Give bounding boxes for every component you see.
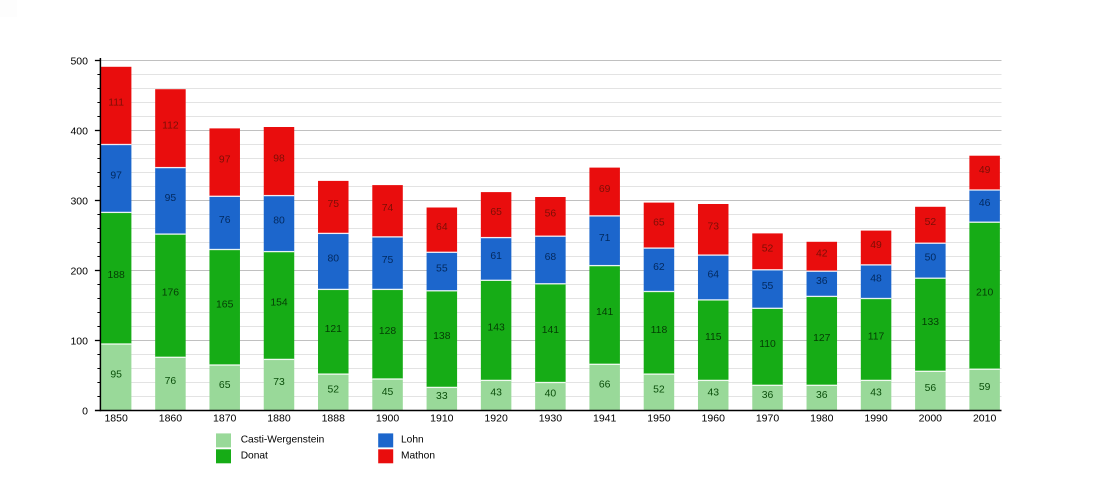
svg-text:36: 36 [816,276,828,287]
svg-text:65: 65 [653,217,665,228]
svg-text:71: 71 [599,233,611,244]
svg-text:1920: 1920 [484,413,508,425]
svg-text:76: 76 [165,376,177,387]
svg-text:36: 36 [816,390,828,401]
svg-text:61: 61 [490,251,502,262]
svg-text:43: 43 [870,387,882,398]
svg-text:110: 110 [759,339,776,350]
svg-text:49: 49 [979,165,991,176]
svg-text:52: 52 [327,384,339,395]
svg-text:40: 40 [545,389,557,400]
svg-text:1941: 1941 [593,413,617,425]
svg-text:55: 55 [436,264,448,275]
svg-text:52: 52 [653,384,665,395]
svg-text:97: 97 [219,154,231,165]
svg-text:128: 128 [379,326,397,337]
svg-text:73: 73 [707,222,719,233]
svg-text:55: 55 [762,281,774,292]
svg-text:154: 154 [270,298,288,309]
svg-text:76: 76 [219,215,231,226]
svg-text:1900: 1900 [376,413,400,425]
svg-text:188: 188 [107,270,125,281]
svg-text:Casti-Wergenstein: Casti-Wergenstein [241,435,325,446]
svg-text:75: 75 [327,199,339,210]
svg-text:118: 118 [651,325,668,336]
svg-text:62: 62 [653,262,665,273]
svg-text:165: 165 [216,299,234,310]
svg-text:50: 50 [925,253,937,264]
svg-text:400: 400 [70,125,88,137]
svg-text:95: 95 [110,369,122,380]
svg-text:52: 52 [925,217,937,228]
svg-text:111: 111 [108,98,124,109]
svg-text:49: 49 [870,240,882,251]
svg-text:33: 33 [436,391,448,402]
svg-text:65: 65 [490,207,502,218]
svg-text:Mathon: Mathon [401,451,435,462]
svg-text:127: 127 [813,333,831,344]
svg-text:1860: 1860 [159,413,183,425]
svg-text:1950: 1950 [647,413,671,425]
svg-text:48: 48 [870,274,882,285]
svg-text:0: 0 [82,405,88,417]
svg-text:68: 68 [545,252,557,263]
svg-text:45: 45 [382,387,394,398]
svg-text:75: 75 [382,255,394,266]
svg-text:117: 117 [868,331,885,342]
svg-text:52: 52 [762,244,774,255]
svg-text:500: 500 [70,55,88,67]
svg-text:141: 141 [542,325,560,336]
svg-text:1980: 1980 [810,413,834,425]
svg-text:74: 74 [382,203,394,214]
svg-text:300: 300 [70,195,88,207]
svg-text:1960: 1960 [702,413,726,425]
svg-text:1910: 1910 [430,413,454,425]
svg-text:66: 66 [599,379,611,390]
svg-text:80: 80 [327,253,339,264]
svg-text:141: 141 [596,307,614,318]
svg-text:36: 36 [762,390,774,401]
svg-text:65: 65 [219,380,231,391]
svg-text:2000: 2000 [919,413,943,425]
svg-text:42: 42 [816,249,828,260]
svg-text:97: 97 [110,170,122,181]
svg-text:80: 80 [273,216,285,227]
svg-text:95: 95 [165,193,177,204]
svg-text:1870: 1870 [213,413,237,425]
svg-text:2010: 2010 [973,413,997,425]
svg-text:Lohn: Lohn [401,435,424,446]
svg-text:56: 56 [545,209,557,220]
svg-text:98: 98 [273,153,285,164]
svg-text:1970: 1970 [756,413,780,425]
svg-text:143: 143 [487,322,505,333]
svg-text:Donat: Donat [241,451,268,462]
svg-text:1880: 1880 [267,413,291,425]
svg-text:121: 121 [325,324,343,335]
svg-text:1888: 1888 [322,413,346,425]
svg-text:1990: 1990 [864,413,888,425]
svg-text:1850: 1850 [104,413,128,425]
svg-text:69: 69 [599,184,611,195]
svg-text:64: 64 [436,222,448,233]
svg-text:200: 200 [70,265,88,277]
svg-text:138: 138 [433,331,451,342]
svg-text:43: 43 [490,387,502,398]
svg-text:176: 176 [162,288,180,299]
svg-text:210: 210 [976,288,994,299]
svg-text:56: 56 [925,383,937,394]
svg-text:64: 64 [707,270,719,281]
svg-text:59: 59 [979,382,991,393]
svg-text:100: 100 [70,335,88,347]
svg-text:115: 115 [705,332,722,343]
svg-text:112: 112 [162,120,179,131]
svg-text:43: 43 [707,387,719,398]
svg-text:73: 73 [273,377,285,388]
svg-text:1930: 1930 [539,413,563,425]
svg-text:133: 133 [922,317,940,328]
svg-text:46: 46 [979,198,991,209]
